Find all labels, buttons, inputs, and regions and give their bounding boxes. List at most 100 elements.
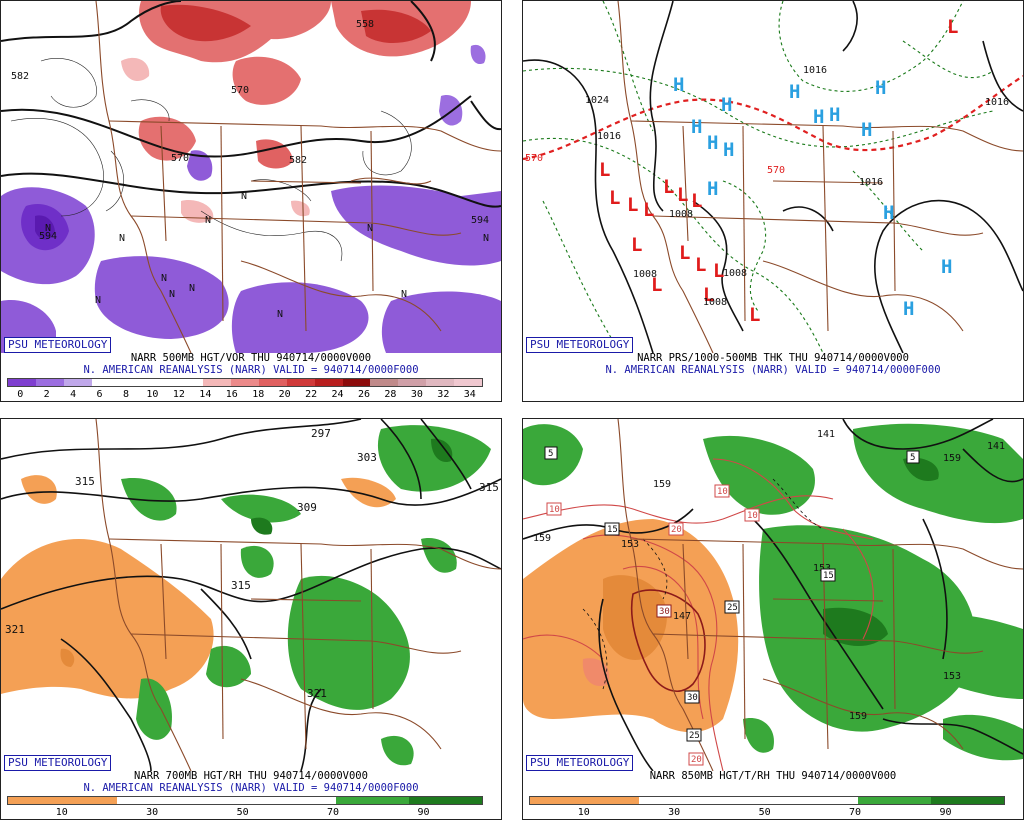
colorbar-tick-label: 90 (417, 807, 430, 818)
colorbar-tick-label: 10 (146, 389, 159, 400)
temp-box-label: 10 (747, 511, 758, 521)
panel-prs-thk: H H H H H H H H H H H H H H L L L L L L … (522, 0, 1024, 402)
height-label: 309 (297, 501, 317, 514)
colorbar-tick-label: 28 (384, 389, 397, 400)
colorbar-swatch (712, 797, 749, 804)
pressure-label: 1016 (985, 97, 1009, 108)
height-label: 303 (357, 451, 377, 464)
vort-min-symbol: N (277, 309, 283, 320)
colorbar-swatch (370, 379, 399, 386)
height-label: 159 (533, 533, 551, 544)
panel-valid-line: N. AMERICAN REANALYSIS (NARR) VALID = 94… (605, 364, 941, 376)
colorbar-swatch (785, 797, 822, 804)
vort-min-symbol: N (45, 223, 51, 234)
height-label: 594 (39, 231, 57, 242)
high-pressure-symbol: H (723, 139, 734, 161)
height-label: 159 (653, 479, 671, 490)
colorbar-swatch (119, 379, 148, 386)
temp-box-label: 5 (910, 453, 915, 463)
colorbar-swatch (530, 797, 567, 804)
colorbar-swatch (147, 379, 176, 386)
colorbar-swatch (226, 797, 264, 804)
colorbar-swatch (426, 379, 454, 386)
pressure-label: 1008 (723, 268, 747, 279)
colorbar-swatch (372, 797, 410, 804)
vort-min-symbol: N (483, 233, 489, 244)
colorbar-tick-label: 14 (199, 389, 212, 400)
high-pressure-symbol: H (707, 178, 718, 200)
colorbar-tick-label: 20 (278, 389, 291, 400)
vort-min-symbol: N (367, 223, 373, 234)
colorbar (7, 378, 483, 387)
colorbar-swatch (231, 379, 259, 386)
colorbar (7, 796, 483, 805)
map-850mb-temp-rh: 141 153 159 159 159 153 147 153 159 141 … (523, 419, 1023, 771)
colorbar-swatch (748, 797, 786, 804)
colorbar-labels: 10 30 50 70 90 (7, 807, 483, 819)
colorbar-tick-label: 10 (577, 807, 590, 818)
colorbar-tick-label: 50 (236, 807, 249, 818)
colorbar-swatch (117, 797, 154, 804)
colorbar-swatch (8, 379, 36, 386)
vort-min-symbol: N (241, 191, 247, 202)
colorbar-swatch (398, 379, 427, 386)
colorbar-tick-label: 2 (43, 389, 50, 400)
colorbar-tick-label: 6 (96, 389, 103, 400)
thickness-label: 570 (525, 153, 543, 164)
panel-valid-line: N. AMERICAN REANALYSIS (NARR) VALID = 94… (83, 364, 419, 376)
vort-min-symbol: N (119, 233, 125, 244)
temp-box-label: 10 (717, 487, 728, 497)
colorbar-swatch (967, 797, 1005, 804)
low-pressure-symbol: L (599, 159, 610, 181)
colorbar-swatch (35, 379, 64, 386)
colorbar-swatch (286, 379, 315, 386)
high-pressure-symbol: H (721, 94, 732, 116)
pressure-label: 1008 (703, 297, 727, 308)
vort-min-symbol: N (205, 215, 211, 226)
colorbar-swatch (894, 797, 932, 804)
high-pressure-symbol: H (903, 298, 914, 320)
colorbar-swatch (566, 797, 603, 804)
high-pressure-symbol: H (861, 119, 872, 141)
low-pressure-symbol: L (691, 190, 702, 212)
colorbar (529, 796, 1005, 805)
height-label: 315 (479, 481, 499, 494)
pressure-label: 1008 (669, 209, 693, 220)
colorbar-tick-label: 22 (305, 389, 318, 400)
colorbar-swatch (314, 379, 343, 386)
high-pressure-symbol: H (883, 202, 894, 224)
colorbar-swatch (675, 797, 713, 804)
high-pressure-symbol: H (813, 106, 824, 128)
colorbar-tick-label: 30 (146, 807, 159, 818)
colorbar-swatch (342, 379, 371, 386)
high-pressure-symbol: H (673, 74, 684, 96)
high-pressure-symbol: H (829, 104, 840, 126)
colorbar-tick-label: 30 (668, 807, 681, 818)
height-label: 141 (817, 429, 835, 440)
pressure-label: 1008 (633, 269, 657, 280)
height-label: 141 (987, 441, 1005, 452)
map-500mb-vorticity: N N N N N N N N N N N N 582 558 570 594 … (1, 1, 501, 353)
high-pressure-symbol: H (789, 81, 800, 103)
high-pressure-symbol: H (875, 77, 886, 99)
colorbar-tick-label: 12 (172, 389, 185, 400)
height-label: 159 (943, 453, 961, 464)
height-label: 558 (356, 19, 374, 30)
low-pressure-symbol: L (643, 199, 654, 221)
height-label: 153 (943, 671, 961, 682)
temp-box-label: 25 (727, 603, 738, 613)
vort-min-symbol: N (189, 283, 195, 294)
colorbar-swatch (602, 797, 640, 804)
temp-box-label: 10 (549, 505, 560, 515)
colorbar-tick-label: 30 (410, 389, 423, 400)
psu-meteorology-tag: PSU METEOROLOGY (526, 755, 634, 771)
panel-title: NARR PRS/1000-500MB THK THU 940714/0000V… (637, 352, 909, 364)
low-pressure-symbol: L (677, 184, 688, 206)
low-pressure-symbol: L (631, 234, 642, 256)
vort-min-symbol: N (161, 273, 167, 284)
psu-meteorology-tag: PSU METEOROLOGY (526, 337, 634, 353)
colorbar-labels: 10 30 50 70 90 (529, 807, 1005, 819)
colorbar-swatch (153, 797, 191, 804)
low-pressure-symbol: L (947, 16, 958, 38)
panel-title: NARR 500MB HGT/VOR THU 940714/0000V000 (130, 352, 372, 364)
